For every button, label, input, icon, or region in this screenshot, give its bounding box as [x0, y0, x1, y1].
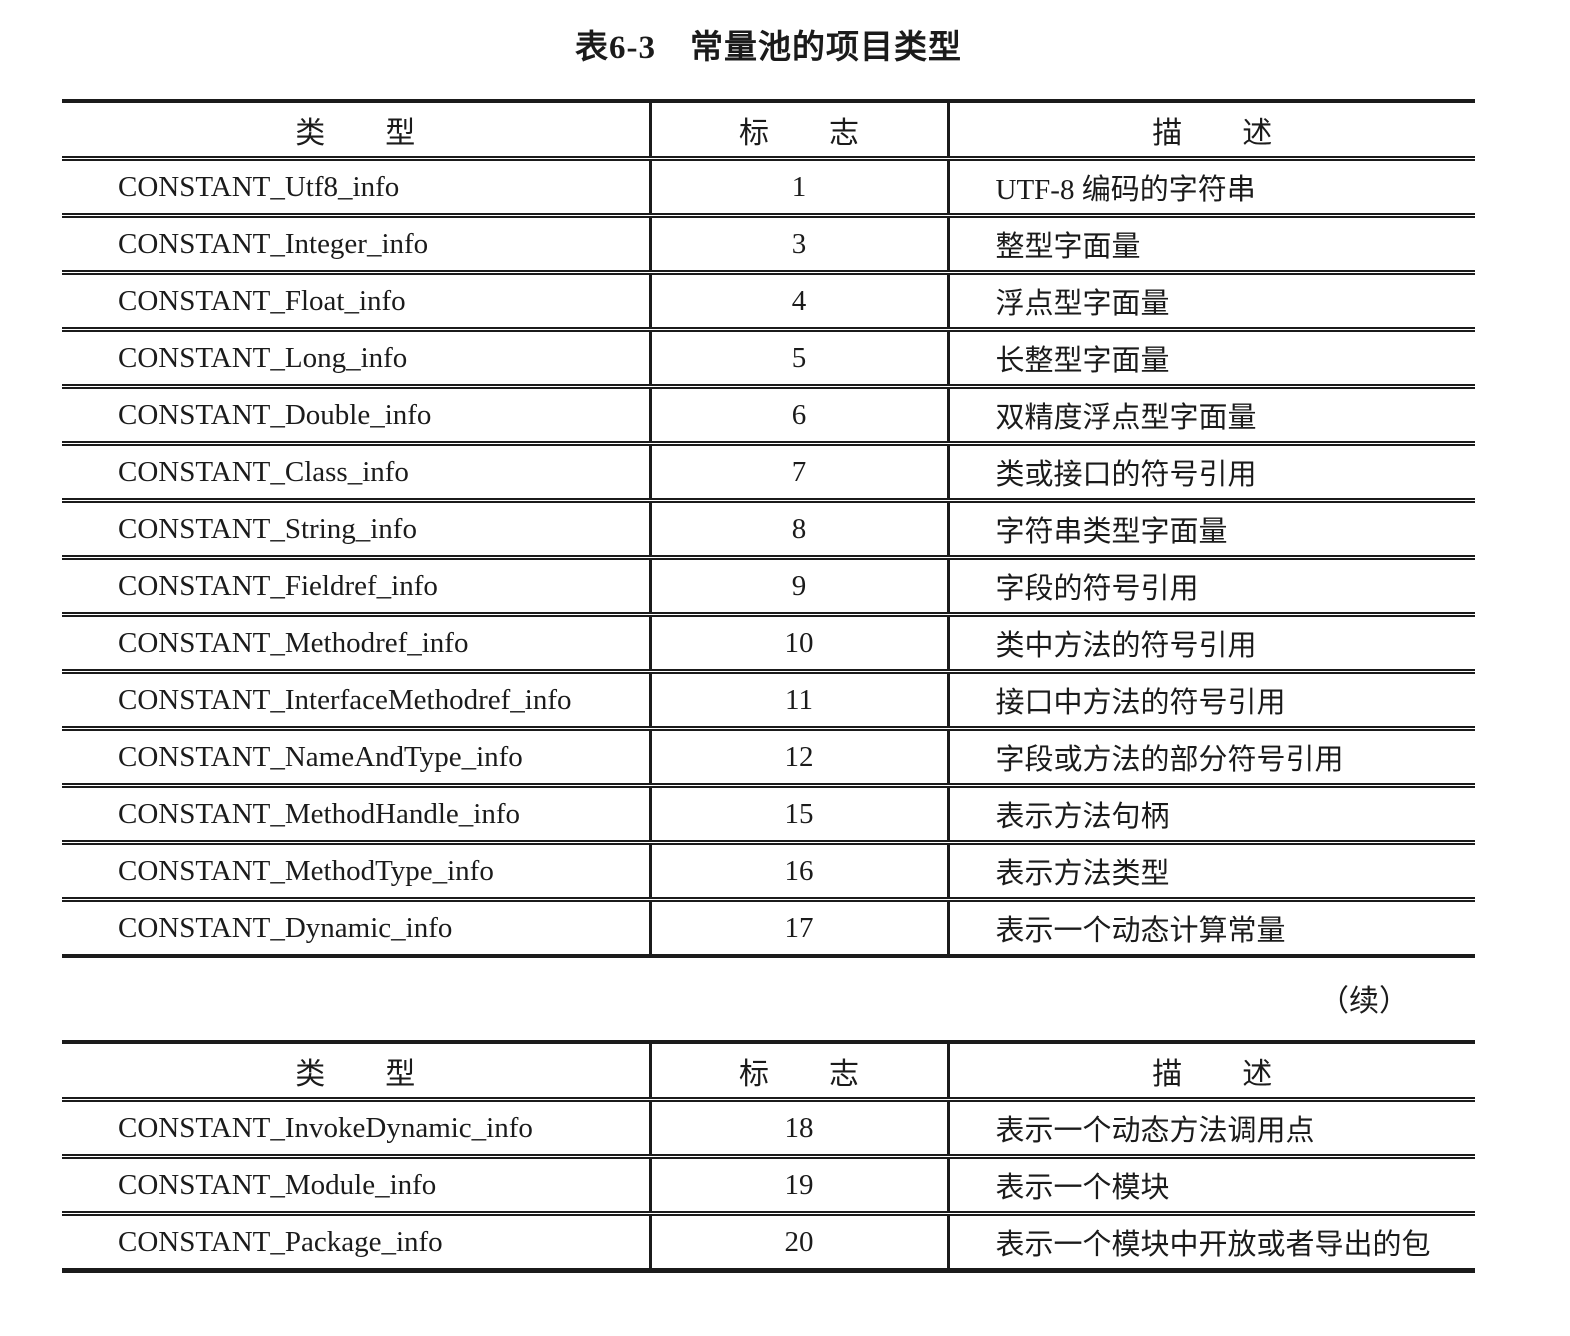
table-row: CONSTANT_Methodref_info 10 类中方法的符号引用 [62, 614, 1475, 674]
desc-cell: 表示方法句柄 [948, 785, 1475, 845]
table-row: CONSTANT_String_info 8 字符串类型字面量 [62, 500, 1475, 560]
type-cell: CONSTANT_Class_info [62, 443, 652, 503]
type-cell: CONSTANT_Float_info [62, 272, 652, 332]
desc-cell: 表示一个动态计算常量 [995, 915, 1286, 947]
column-header-type: 类 型 [62, 1042, 652, 1102]
tag-cell: 17 [650, 899, 950, 956]
table-row: CONSTANT_Long_info 5 长整型字面量 [62, 329, 1475, 389]
tag-cell: 18 [650, 1099, 950, 1159]
type-cell: CONSTANT_Double_info [62, 386, 652, 446]
column-header-desc: 描 述 [948, 101, 1475, 161]
tag-cell: 5 [650, 329, 950, 389]
tag-cell: 19 [650, 1156, 950, 1216]
column-header-tag: 标 志 [650, 101, 950, 161]
table-row: CONSTANT_MethodType_info 16 表示方法类型 [62, 842, 1475, 902]
table-caption: 表6-3 常量池的项目类型 [575, 30, 962, 66]
tag-cell: 15 [650, 785, 950, 845]
desc-cell: 接口中方法的符号引用 [948, 671, 1475, 731]
tag-cell: 12 [650, 728, 950, 788]
table-row: CONSTANT_Package_info 20 表示一个模块中开放或者导出的包 [62, 1213, 1475, 1271]
type-cell: CONSTANT_InterfaceMethodref_info [62, 671, 652, 731]
type-cell: CONSTANT_Utf8_info [62, 158, 652, 218]
tag-cell: 3 [650, 215, 950, 275]
table-row: CONSTANT_Double_info 6 双精度浮点型字面量 [62, 386, 1475, 446]
continuation-label: （续） [1319, 985, 1409, 1018]
type-cell: CONSTANT_MethodHandle_info [62, 785, 652, 845]
desc-cell: 表示一个模块中开放或者导出的包 [995, 1229, 1431, 1261]
tag-cell: 1 [650, 158, 950, 218]
tag-cell: 7 [650, 443, 950, 503]
tag-cell: 9 [650, 557, 950, 617]
book-page: 表6-3 常量池的项目类型 类 型 标 志 描 述 CONSTANT_Utf8_… [0, 26, 1570, 1273]
type-cell: CONSTANT_Fieldref_info [62, 557, 652, 617]
desc-cell: 双精度浮点型字面量 [948, 386, 1475, 446]
tag-cell: 20 [650, 1213, 950, 1271]
type-cell: CONSTANT_Dynamic_info [62, 899, 652, 956]
constant-pool-table-part2: 类 型 标 志 描 述 CONSTANT_InvokeDynamic_info 1… [62, 1040, 1475, 1273]
desc-cell: 类或接口的符号引用 [948, 443, 1475, 503]
header-row: 类 型 标 志 描 述 [62, 101, 1475, 161]
tag-cell: 8 [650, 500, 950, 560]
constant-pool-table-part1: 类 型 标 志 描 述 CONSTANT_Utf8_info 1 UTF-8 编码的… [62, 99, 1475, 958]
type-cell: CONSTANT_Long_info [62, 329, 652, 389]
desc-cell: 表示一个模块 [948, 1156, 1475, 1216]
table-row: CONSTANT_MethodHandle_info 15 表示方法句柄 [62, 785, 1475, 845]
desc-cell: 字段或方法的部分符号引用 [948, 728, 1475, 788]
type-cell: CONSTANT_NameAndType_info [62, 728, 652, 788]
desc-cell: 整型字面量 [948, 215, 1475, 275]
column-header-tag: 标 志 [650, 1042, 950, 1102]
tag-cell: 11 [650, 671, 950, 731]
table-row: CONSTANT_InterfaceMethodref_info 11 接口中方法的… [62, 671, 1475, 731]
type-cell: CONSTANT_Integer_info [62, 215, 652, 275]
column-header-type: 类 型 [62, 101, 652, 161]
tag-cell: 6 [650, 386, 950, 446]
table-row: CONSTANT_InvokeDynamic_info 18 表示一个动态方法调用点 [62, 1099, 1475, 1159]
table-row: CONSTANT_Float_info 4 浮点型字面量 [62, 272, 1475, 332]
desc-cell: 字段的符号引用 [948, 557, 1475, 617]
type-cell: CONSTANT_String_info [62, 500, 652, 560]
column-header-desc: 描 述 [948, 1042, 1475, 1102]
table-row: CONSTANT_Class_info 7 类或接口的符号引用 [62, 443, 1475, 503]
type-cell: CONSTANT_MethodType_info [62, 842, 652, 902]
desc-cell: 浮点型字面量 [948, 272, 1475, 332]
desc-cell: UTF-8 编码的字符串 [948, 158, 1475, 218]
table-row: CONSTANT_Dynamic_info 17 表示一个动态计算常量 [62, 899, 1475, 956]
tag-cell: 10 [650, 614, 950, 674]
desc-cell: 表示方法类型 [948, 842, 1475, 902]
header-row: 类 型 标 志 描 述 [62, 1042, 1475, 1102]
table-row: CONSTANT_Utf8_info 1 UTF-8 编码的字符串 [62, 158, 1475, 218]
desc-cell: 长整型字面量 [948, 329, 1475, 389]
type-cell: CONSTANT_Methodref_info [62, 614, 652, 674]
table-row: CONSTANT_Fieldref_info 9 字段的符号引用 [62, 557, 1475, 617]
desc-cell: 类中方法的符号引用 [948, 614, 1475, 674]
type-cell: CONSTANT_Package_info [62, 1213, 652, 1271]
table-row: CONSTANT_Module_info 19 表示一个模块 [62, 1156, 1475, 1216]
type-cell: CONSTANT_Module_info [62, 1156, 652, 1216]
type-cell: CONSTANT_InvokeDynamic_info [62, 1099, 652, 1159]
desc-cell: 表示一个动态方法调用点 [948, 1099, 1475, 1159]
tag-cell: 4 [650, 272, 950, 332]
table-row: CONSTANT_Integer_info 3 整型字面量 [62, 215, 1475, 275]
desc-cell: 字符串类型字面量 [948, 500, 1475, 560]
table-row: CONSTANT_NameAndType_info 12 字段或方法的部分符号引用 [62, 728, 1475, 788]
tag-cell: 16 [650, 842, 950, 902]
